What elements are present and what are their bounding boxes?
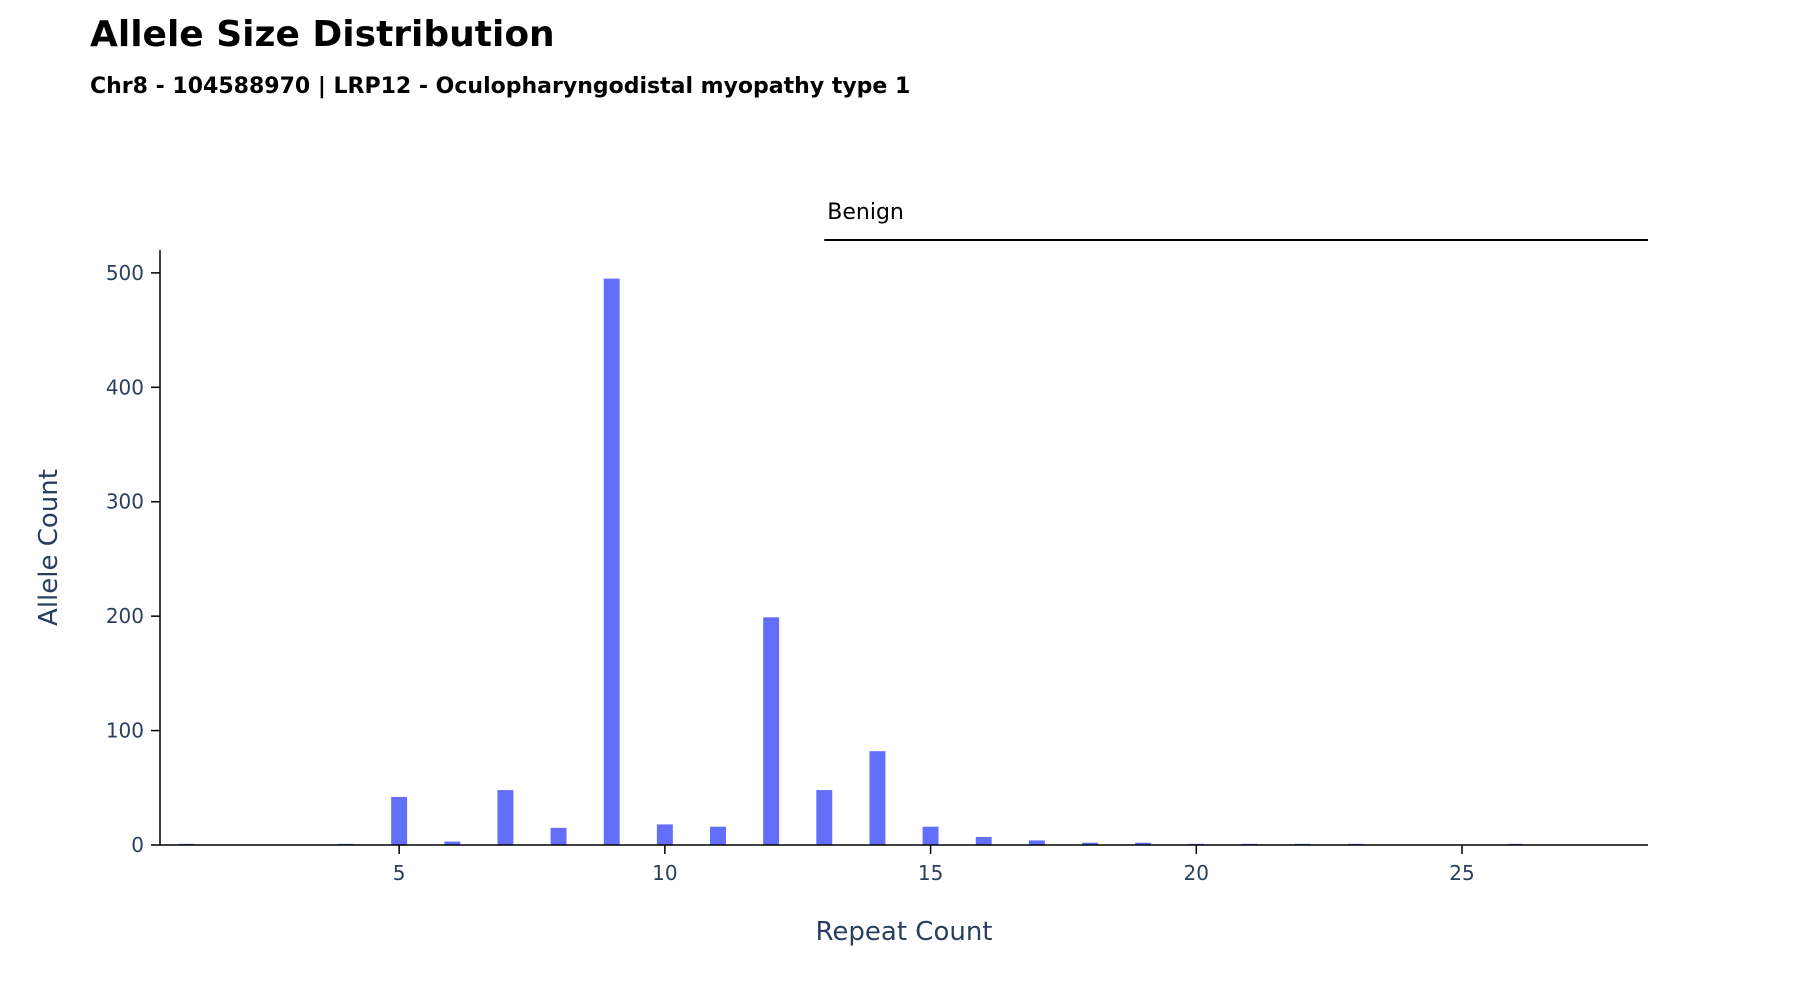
x-tick-label-5: 5 [393, 861, 406, 885]
axes-group: 0 100 200 300 400 500 5 10 15 20 25 [106, 250, 1648, 885]
y-tick-label-0: 0 [131, 833, 144, 857]
bar-9 [603, 278, 620, 845]
bar-14 [869, 751, 886, 845]
x-tick-label-20: 20 [1184, 861, 1209, 885]
x-tick-label-25: 25 [1449, 861, 1474, 885]
y-tick-label-300: 300 [106, 490, 144, 514]
y-tick-label-400: 400 [106, 375, 144, 399]
bar-8 [550, 827, 567, 845]
x-axis-title: Repeat Count [816, 917, 993, 947]
y-tick-label-500: 500 [106, 261, 144, 285]
y-axis-title: Allele Count [34, 469, 64, 626]
bar-11 [710, 826, 726, 845]
region-label-0: Benign [827, 200, 904, 225]
y-tick-label-200: 200 [106, 604, 144, 628]
bar-7 [497, 790, 514, 845]
bar-6 [444, 841, 461, 845]
chart-title: Allele Size Distribution [90, 14, 555, 55]
bar-5 [391, 796, 408, 845]
y-tick-label-100: 100 [106, 719, 144, 743]
x-tick-label-15: 15 [918, 861, 943, 885]
regions-group: Benign [824, 200, 1648, 241]
bar-10 [656, 824, 673, 845]
bar-18 [1082, 842, 1098, 845]
bar-16 [975, 836, 992, 845]
bar-12 [763, 617, 780, 845]
bars-group [178, 278, 1524, 846]
chart-subtitle: Chr8 - 104588970 | LRP12 - Oculopharyngo… [90, 74, 911, 99]
bar-13 [816, 790, 833, 845]
bar-19 [1135, 842, 1152, 845]
x-tick-label-10: 10 [652, 861, 677, 885]
bar-15 [922, 826, 939, 845]
bar-17 [1028, 840, 1045, 845]
